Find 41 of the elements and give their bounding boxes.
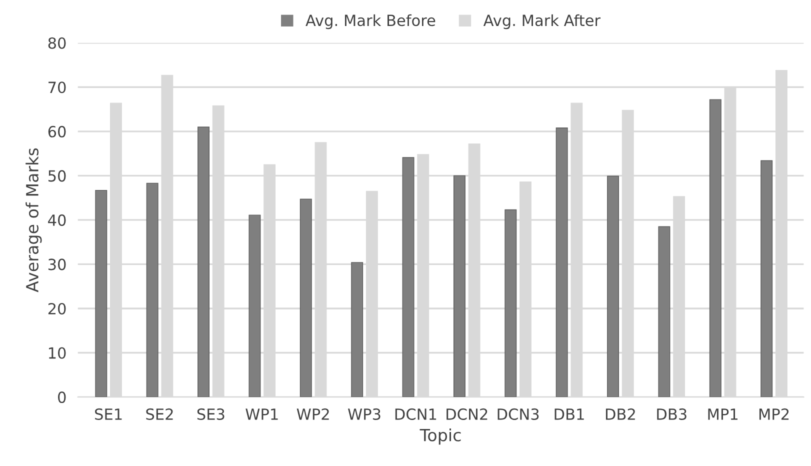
y-tick-label: 40	[48, 214, 66, 226]
bar	[146, 182, 158, 398]
y-tick-label: 0	[58, 391, 66, 404]
bar	[402, 157, 414, 398]
x-tick-label: MP1	[708, 408, 738, 420]
x-tick-label: DB2	[606, 408, 635, 420]
y-tick-label: 30	[48, 258, 66, 270]
bar	[351, 262, 364, 398]
y-tick-label: 20	[48, 302, 66, 315]
x-tick-label: WP3	[348, 408, 380, 420]
bar	[760, 160, 773, 398]
bar	[709, 99, 722, 398]
y-tick-label: 80	[48, 37, 66, 49]
y-tick-label: 60	[48, 126, 66, 138]
y-axis-title: Average of Marks	[26, 148, 42, 292]
bar	[607, 176, 620, 398]
y-tick-label: 50	[48, 170, 66, 182]
x-axis-title: Topic	[420, 428, 461, 445]
x-tick-label: WP1	[246, 408, 278, 420]
x-tick-label: DCN1	[395, 408, 436, 420]
y-tick-label: 70	[48, 82, 66, 94]
bar	[556, 128, 568, 398]
bar	[504, 209, 517, 398]
y-tick-label: 10	[48, 347, 66, 359]
x-tick-label: SE2	[146, 408, 173, 420]
x-tick-label: WP2	[296, 408, 329, 420]
x-tick-label: SE1	[95, 408, 122, 420]
bar	[658, 226, 670, 398]
x-tick-label: DCN3	[498, 408, 539, 420]
bar	[198, 126, 210, 398]
bar	[95, 190, 108, 398]
legend-label: Avg. Mark After	[483, 14, 601, 30]
x-tick-label: DCN2	[446, 408, 488, 420]
x-tick-label: SE3	[197, 408, 224, 420]
bar	[248, 214, 261, 398]
x-tick-label: DB1	[554, 408, 584, 420]
legend-label: Avg. Mark Before	[306, 14, 436, 30]
x-tick-label: DB3	[657, 408, 686, 420]
x-tick-label: MP2	[759, 408, 789, 420]
bar	[453, 175, 466, 398]
bar	[300, 198, 312, 398]
